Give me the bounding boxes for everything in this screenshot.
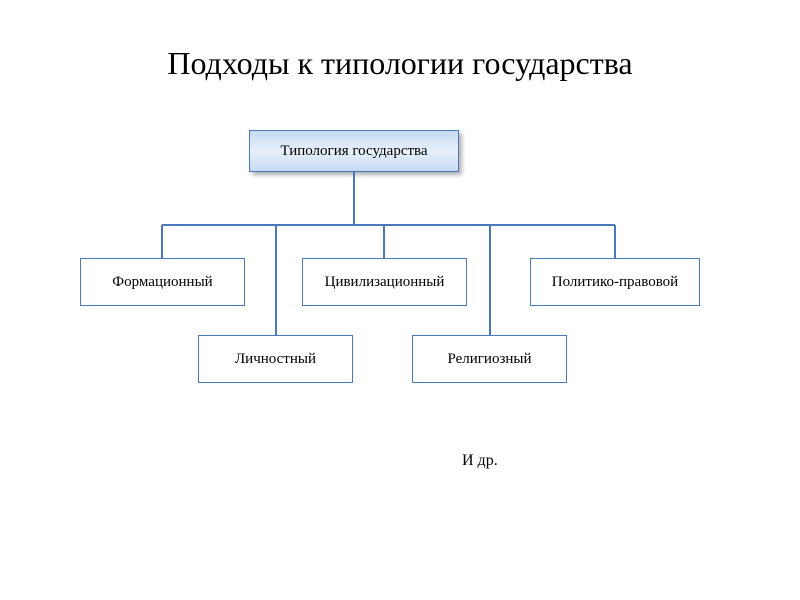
connector-line	[162, 224, 615, 226]
footnote: И др.	[462, 452, 498, 470]
child-node-label: Политико-правовой	[552, 274, 678, 291]
child-node-label: Личностный	[235, 351, 316, 368]
child-node: Личностный	[198, 335, 353, 383]
connector-line	[161, 225, 163, 258]
child-node: Цивилизационный	[302, 258, 467, 306]
connector-line	[275, 225, 277, 335]
page-title: Подходы к типологии государства	[0, 45, 800, 82]
footnote-text: И др.	[462, 452, 498, 469]
child-node: Политико-правовой	[530, 258, 700, 306]
child-node: Формационный	[80, 258, 245, 306]
connector-line	[353, 172, 355, 225]
child-node: Религиозный	[412, 335, 567, 383]
root-label: Типология государства	[280, 143, 427, 160]
connector-line	[614, 225, 616, 258]
connector-line	[383, 225, 385, 258]
root-node: Типология государства	[249, 130, 459, 172]
connector-line	[489, 225, 491, 335]
child-node-label: Формационный	[112, 274, 212, 291]
child-node-label: Цивилизационный	[325, 274, 445, 291]
child-node-label: Религиозный	[447, 351, 531, 368]
